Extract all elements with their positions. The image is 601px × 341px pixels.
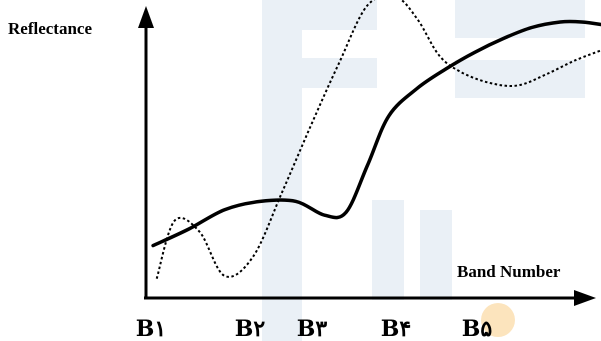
x-axis-label: Band Number (457, 262, 561, 281)
x-tick-label-b2: B۲ (235, 316, 266, 341)
watermark (262, 0, 585, 341)
solid-reflectance-curve (151, 19, 601, 248)
series-layer (151, 0, 601, 279)
y-axis-label: Reflectance (8, 19, 92, 38)
x-tick-label-b5: B۵ (462, 316, 493, 341)
x-tick-label-b4: B۴ (381, 316, 411, 341)
x-tick-labels: B١ B۲ B۳ B۴ B۵ (136, 316, 493, 341)
x-tick-label-b1: B١ (136, 316, 166, 341)
x-axis-arrow (574, 290, 596, 306)
x-tick-label-b3: B۳ (297, 316, 328, 341)
y-axis-arrow (138, 6, 154, 28)
